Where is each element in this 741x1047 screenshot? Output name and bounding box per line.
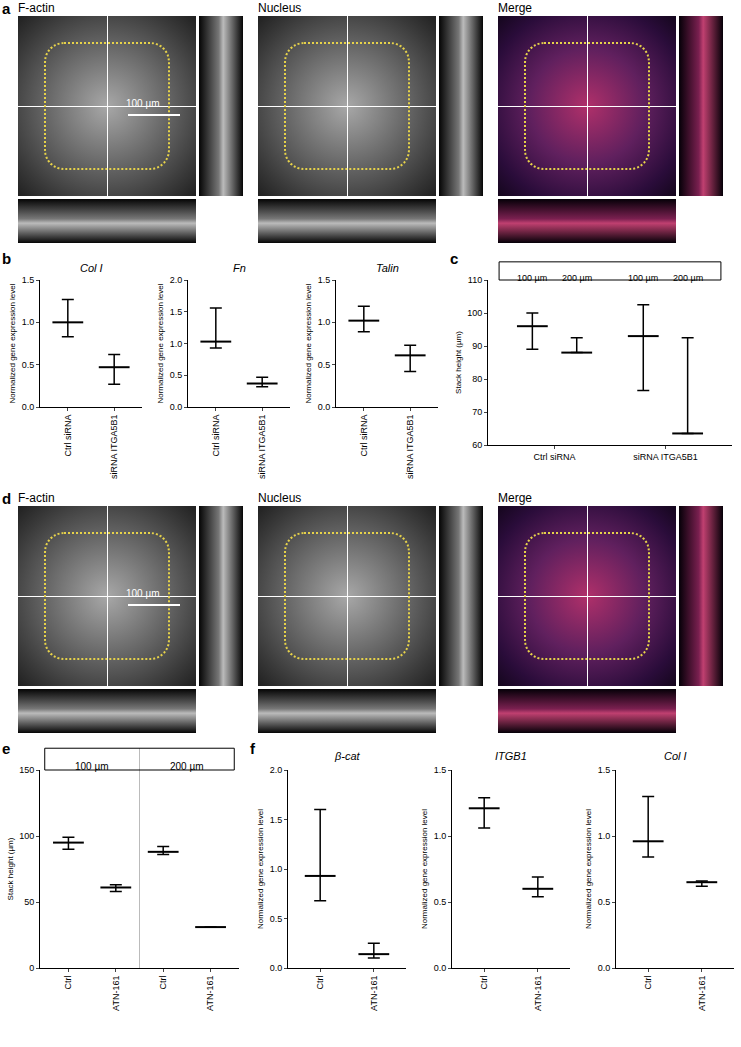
svg-text:0.0: 0.0 [598, 963, 611, 973]
svg-text:Col I: Col I [664, 750, 687, 762]
svg-text:0.0: 0.0 [434, 963, 447, 973]
html-text:f: f [250, 740, 255, 757]
svg-text:Ctrl siRNA: Ctrl siRNA [63, 415, 73, 457]
svg-text:1.5: 1.5 [434, 765, 447, 775]
svg-text:0.5: 0.5 [170, 370, 183, 380]
svg-text:2.0: 2.0 [270, 765, 283, 775]
html-text:a: a [2, 0, 11, 17]
svg-text:siRNA ITGA5B1: siRNA ITGA5B1 [405, 415, 415, 480]
svg-text:100 µm: 100 µm [517, 273, 547, 283]
svg-text:100 µm: 100 µm [75, 761, 109, 772]
svg-text:Stack height (µm): Stack height (µm) [454, 331, 463, 394]
svg-text:1.0: 1.0 [170, 339, 183, 349]
svg-text:1.0: 1.0 [318, 317, 331, 327]
svg-text:200 µm: 200 µm [170, 761, 204, 772]
html-text:Nucleus: Nucleus [258, 1, 302, 15]
html-text:b: b [2, 250, 12, 267]
svg-text:1.5: 1.5 [318, 275, 331, 285]
html-text:c: c [450, 250, 459, 267]
svg-text:50: 50 [24, 897, 34, 907]
svg-text:0.0: 0.0 [270, 963, 283, 973]
svg-text:1.5: 1.5 [270, 815, 283, 825]
svg-text:70: 70 [472, 407, 482, 417]
html-text:F-actin: F-actin [18, 1, 55, 15]
svg-text:200 µm: 200 µm [673, 273, 703, 283]
svg-text:Col I: Col I [80, 262, 103, 274]
html-text:100 µm: 100 µm [126, 98, 160, 109]
svg-text:Normalized gene expression lev: Normalized gene expression level [256, 809, 265, 929]
svg-text:ATN-161: ATN-161 [369, 976, 379, 1011]
svg-text:Stack height (µm): Stack height (µm) [6, 837, 15, 900]
svg-text:1.0: 1.0 [22, 317, 35, 327]
html-text:d: d [2, 490, 12, 507]
svg-text:2.0: 2.0 [170, 275, 183, 285]
html-text:Merge: Merge [498, 1, 532, 15]
svg-text:0.0: 0.0 [318, 402, 331, 412]
html-text:Nucleus: Nucleus [258, 491, 302, 505]
svg-text:Normalized gene expression lev: Normalized gene expression level [420, 809, 429, 929]
svg-text:Normalized gene expression lev: Normalized gene expression level [584, 809, 593, 929]
svg-text:60: 60 [472, 440, 482, 450]
svg-text:1.5: 1.5 [170, 307, 183, 317]
svg-text:100: 100 [467, 308, 482, 318]
svg-text:Ctrl: Ctrl [158, 976, 168, 990]
html-text:e: e [2, 740, 11, 757]
svg-text:0.5: 0.5 [598, 897, 611, 907]
svg-text:Ctrl: Ctrl [479, 976, 489, 990]
svg-text:ATN-161: ATN-161 [697, 976, 707, 1011]
svg-text:0: 0 [29, 963, 34, 973]
html-text:F-actin: F-actin [18, 491, 55, 505]
svg-text:Ctrl siRNA: Ctrl siRNA [534, 452, 576, 462]
svg-text:Normalized gene expression lev: Normalized gene expression level [8, 283, 17, 403]
svg-text:siRNA ITGA5B1: siRNA ITGA5B1 [109, 415, 119, 480]
svg-text:1.5: 1.5 [22, 275, 35, 285]
svg-text:80: 80 [472, 374, 482, 384]
html-text:Merge: Merge [498, 491, 532, 505]
svg-text:0.0: 0.0 [22, 402, 35, 412]
svg-text:ITGB1: ITGB1 [495, 750, 527, 762]
html-text:100 µm: 100 µm [126, 588, 160, 599]
svg-text:0.5: 0.5 [318, 360, 331, 370]
svg-text:90: 90 [472, 341, 482, 351]
svg-text:100 µm: 100 µm [628, 273, 658, 283]
svg-text:0.0: 0.0 [170, 402, 183, 412]
svg-text:Ctrl: Ctrl [643, 976, 653, 990]
svg-text:1.0: 1.0 [598, 831, 611, 841]
svg-text:Normalized gene expression lev: Normalized gene expression level [156, 283, 165, 403]
svg-text:100: 100 [19, 831, 34, 841]
svg-text:1.0: 1.0 [434, 831, 447, 841]
svg-text:ATN-161: ATN-161 [533, 976, 543, 1011]
svg-text:Ctrl: Ctrl [315, 976, 325, 990]
svg-text:150: 150 [19, 765, 34, 775]
svg-text:Fn: Fn [233, 262, 246, 274]
svg-text:Normalized gene expression lev: Normalized gene expression level [304, 283, 313, 403]
svg-text:siRNA ITGA5B1: siRNA ITGA5B1 [257, 415, 267, 480]
svg-text:Ctrl siRNA: Ctrl siRNA [359, 415, 369, 457]
svg-text:0.5: 0.5 [22, 360, 35, 370]
svg-text:1.5: 1.5 [598, 765, 611, 775]
svg-text:0.5: 0.5 [434, 897, 447, 907]
svg-text:200 µm: 200 µm [562, 273, 592, 283]
svg-text:1.0: 1.0 [270, 864, 283, 874]
svg-text:β-cat: β-cat [334, 750, 361, 762]
svg-text:0.5: 0.5 [270, 914, 283, 924]
svg-text:ATN-161: ATN-161 [205, 976, 215, 1011]
svg-text:Talin: Talin [376, 262, 399, 274]
svg-text:ATN-161: ATN-161 [111, 976, 121, 1011]
svg-text:Ctrl siRNA: Ctrl siRNA [211, 415, 221, 457]
svg-text:Ctrl: Ctrl [63, 976, 73, 990]
svg-text:siRNA ITGA5B1: siRNA ITGA5B1 [633, 452, 698, 462]
svg-text:110: 110 [468, 275, 482, 285]
